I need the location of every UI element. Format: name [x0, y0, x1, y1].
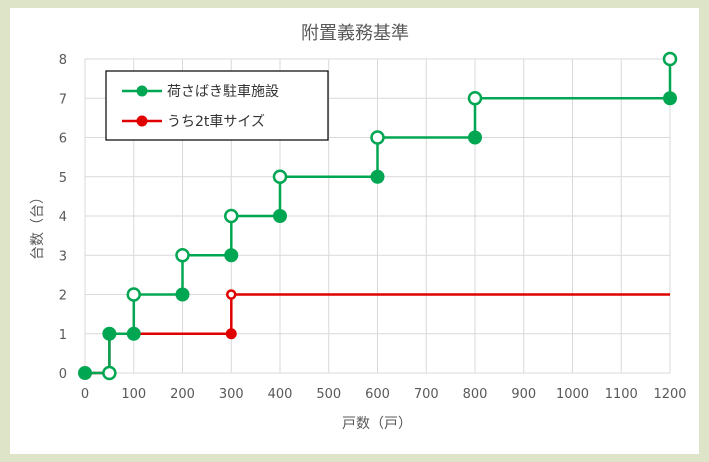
y-axis-ticks: 0 1 2 3 4 5 6 7 8	[59, 53, 67, 382]
data-point-open	[224, 208, 239, 224]
y-axis-label: 台数（台）	[30, 190, 46, 260]
data-point-filled	[175, 287, 190, 302]
chart-title: 附置義務基準	[301, 23, 409, 44]
y-tick-label: 3	[59, 249, 67, 264]
y-tick-label: 1	[59, 328, 67, 343]
x-tick-label: 0	[81, 387, 89, 402]
y-tick-label: 6	[59, 132, 67, 147]
x-tick-label: 500	[316, 387, 341, 402]
data-point-open	[467, 91, 483, 106]
data-point-filled	[224, 248, 239, 263]
y-tick-label: 5	[59, 171, 67, 186]
x-axis-label: 戸数（戸）	[342, 416, 412, 432]
legend-label: 荷さばき駐車施設	[167, 83, 279, 100]
data-point-open	[102, 365, 117, 381]
legend-label: うち2t車サイズ	[167, 113, 265, 130]
data-point-open	[272, 169, 288, 184]
x-tick-label: 1000	[556, 387, 589, 402]
legend-swatch-marker	[136, 115, 148, 127]
x-tick-label: 300	[219, 387, 244, 402]
data-point-filled	[663, 91, 677, 106]
data-point-filled	[468, 130, 482, 145]
series-0	[78, 51, 678, 381]
data-point-filled	[102, 326, 117, 341]
x-tick-label: 900	[511, 387, 536, 402]
data-point-open	[175, 248, 190, 263]
step-chart: 附置義務基準 0 1 2 3 4 5 6 7 8 0 100 200 300 400 500 600 700 8…	[30, 23, 687, 432]
x-tick-label: 1100	[605, 387, 638, 402]
data-point-open	[662, 51, 678, 67]
y-tick-label: 8	[59, 53, 67, 68]
legend: 荷さばき駐車施設 うち2t車サイズ	[105, 70, 329, 141]
x-tick-label: 200	[170, 387, 195, 402]
data-point-filled	[370, 169, 385, 184]
y-tick-label: 0	[59, 367, 67, 382]
series-layer	[78, 51, 678, 381]
data-point-open	[126, 287, 141, 302]
x-tick-label: 400	[268, 387, 293, 402]
chart-card: 附置義務基準 0 1 2 3 4 5 6 7 8 0 100 200 300 400 500 600 700 8…	[10, 8, 699, 454]
y-tick-label: 2	[59, 289, 67, 304]
x-tick-label: 700	[414, 387, 439, 402]
data-point-filled	[126, 326, 141, 341]
data-point-open	[370, 130, 385, 145]
data-point-filled	[225, 328, 237, 340]
x-tick-label: 100	[121, 387, 146, 402]
legend-box	[105, 70, 329, 141]
y-tick-label: 4	[59, 210, 67, 225]
y-tick-label: 7	[59, 92, 67, 107]
data-point-filled	[273, 209, 287, 223]
data-point-filled	[78, 366, 92, 380]
legend-swatch-marker	[136, 85, 148, 97]
x-tick-label: 1200	[653, 387, 686, 402]
x-tick-label: 800	[463, 387, 488, 402]
x-axis-ticks: 0 100 200 300 400 500 600 700 800 900 1000 1100 1200	[81, 387, 687, 402]
data-point-open	[226, 289, 237, 300]
x-tick-label: 600	[365, 387, 390, 402]
